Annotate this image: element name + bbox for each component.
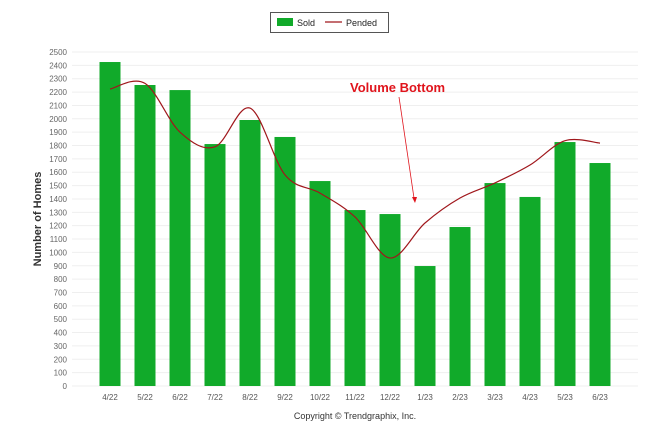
y-tick-label: 2200: [49, 88, 67, 97]
x-axis-ticks: 4/22 5/22 6/22 7/22 8/22 9/22 10/22 11/22 12/22 1…: [102, 393, 608, 402]
y-tick-label: 1200: [49, 222, 67, 231]
y-tick-label: 0: [63, 382, 68, 391]
x-tick-label: 6/23: [592, 393, 608, 402]
y-tick-label: 1100: [50, 235, 68, 244]
bars-sold: [99, 62, 611, 387]
y-tick-label: 1300: [49, 208, 67, 217]
annotation-arrowhead: [412, 197, 417, 203]
bar-sold: [344, 210, 366, 386]
x-tick-label: 4/22: [102, 393, 118, 402]
bar-sold: [449, 227, 471, 386]
x-tick-label: 1/23: [417, 393, 433, 402]
bar-sold: [239, 120, 261, 386]
y-tick-label: 600: [54, 302, 68, 311]
x-tick-label: 11/22: [345, 393, 365, 402]
y-tick-label: 300: [54, 342, 68, 351]
x-tick-label: 4/23: [522, 393, 538, 402]
x-tick-label: 12/22: [380, 393, 401, 402]
bar-sold: [309, 181, 331, 386]
y-tick-label: 1400: [49, 195, 67, 204]
legend: Sold Pended: [270, 12, 389, 33]
annotation-arrow: [398, 96, 415, 199]
y-tick-label: 2100: [49, 101, 67, 110]
y-tick-label: 500: [54, 315, 68, 324]
y-tick-label: 1000: [49, 248, 67, 257]
x-tick-label: 2/23: [452, 393, 468, 402]
line-pended: [109, 80, 601, 259]
bar-sold: [169, 90, 191, 387]
bar-sold: [379, 214, 401, 386]
bar-sold: [484, 183, 506, 386]
annotation-volume-bottom: Volume Bottom: [350, 80, 445, 95]
y-tick-label: 200: [54, 355, 68, 364]
x-tick-label: 6/22: [172, 393, 188, 402]
bar-sold: [204, 144, 226, 386]
x-tick-label: 10/22: [310, 393, 331, 402]
bar-sold: [519, 196, 541, 386]
legend-swatch-sold: [277, 18, 293, 26]
y-axis-label: Number of Homes: [32, 172, 44, 267]
y-tick-label: 2000: [49, 115, 67, 124]
y-tick-label: 400: [54, 329, 68, 338]
y-tick-label: 700: [54, 288, 68, 297]
copyright-footer: Copyright © Trendgraphix, Inc.: [294, 411, 416, 421]
y-tick-label: 1500: [49, 182, 67, 191]
y-tick-label: 1900: [49, 128, 67, 137]
y-axis-ticks: 0 100 200 300 400 500 600 700 800 900 1000 1100 1200…: [49, 48, 67, 391]
y-tick-label: 800: [54, 275, 68, 284]
y-tick-label: 2400: [49, 61, 67, 70]
bar-sold: [554, 142, 576, 386]
y-tick-label: 1600: [49, 168, 67, 177]
bar-sold: [274, 136, 296, 386]
y-tick-label: 2300: [49, 75, 67, 84]
x-tick-label: 5/23: [557, 393, 573, 402]
legend-label-sold: Sold: [297, 18, 315, 28]
bar-sold: [99, 62, 121, 387]
bar-sold: [589, 163, 611, 386]
x-tick-label: 3/23: [487, 393, 503, 402]
x-tick-label: 7/22: [207, 393, 223, 402]
x-tick-label: 9/22: [277, 393, 293, 402]
x-tick-label: 5/22: [137, 393, 153, 402]
y-tick-label: 1700: [49, 155, 67, 164]
y-tick-label: 100: [54, 369, 68, 378]
bar-sold: [414, 266, 436, 386]
y-tick-label: 900: [54, 262, 68, 271]
y-tick-label: 1800: [49, 142, 67, 151]
y-tick-label: 2500: [49, 48, 67, 57]
legend-label-pended: Pended: [346, 18, 377, 28]
bar-sold: [134, 84, 156, 386]
x-tick-label: 8/22: [242, 393, 258, 402]
